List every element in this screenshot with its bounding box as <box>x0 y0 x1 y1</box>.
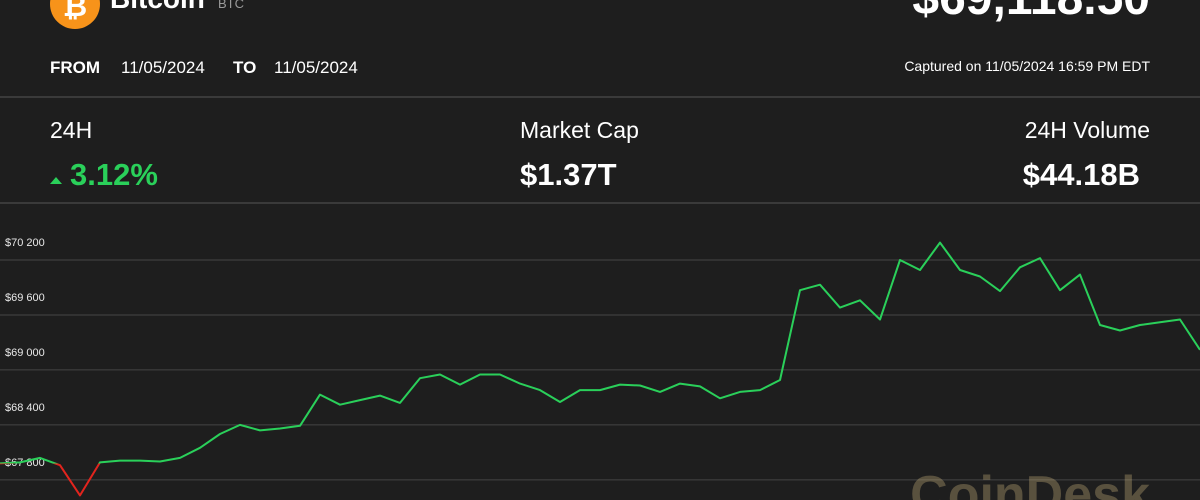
y-tick-label: $69 600 <box>5 292 45 304</box>
from-date: 11/05/2024 <box>121 58 205 77</box>
y-tick-label: $69 000 <box>5 347 45 359</box>
coin-name: Bitcoin <box>110 0 205 14</box>
y-tick-label: $68 400 <box>5 402 45 414</box>
chart: $67 800$68 400$69 000$69 600$70 200 <box>0 237 1200 497</box>
price-line <box>0 241 1200 497</box>
price: $69,118.50 <box>912 0 1150 25</box>
stat-label: 24H Volume <box>1025 117 1150 143</box>
captured-time: Captured on 11/05/2024 16:59 PM EDT <box>904 58 1150 74</box>
up-arrow <box>50 177 62 184</box>
stat-value: 3.12% <box>70 157 158 192</box>
coin-logo-glyph: ₿ <box>63 0 87 23</box>
y-tick-label: $70 200 <box>5 237 45 249</box>
to-label: TO <box>233 58 256 77</box>
stat-label: 24H <box>50 117 92 143</box>
stat-value: $44.18B <box>1023 157 1140 192</box>
to-date: 11/05/2024 <box>274 58 358 77</box>
stat-value: $1.37T <box>520 157 617 192</box>
from-label: FROM <box>50 58 100 77</box>
stat-label: Market Cap <box>520 117 639 143</box>
coin-logo <box>50 0 100 29</box>
coin-symbol: BTC <box>218 0 244 11</box>
watermark: CoinDesk <box>910 466 1150 500</box>
